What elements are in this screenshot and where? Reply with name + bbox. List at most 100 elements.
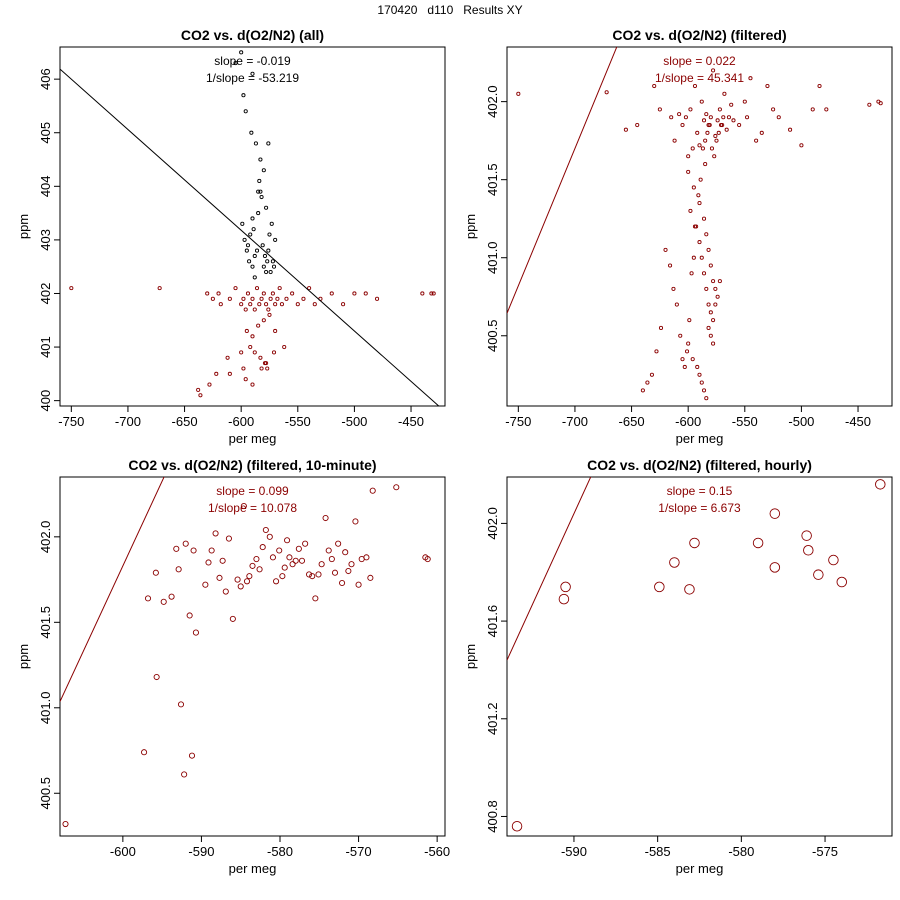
data-point-filtered: [704, 112, 709, 117]
data-point-10-minute: [292, 557, 299, 564]
data-point-all: [256, 189, 261, 194]
x-tick-label: -600: [675, 414, 701, 429]
data-point-filtered: [271, 350, 277, 355]
y-axis-label: ppm: [463, 644, 478, 669]
data-point-filtered: [704, 232, 709, 237]
data-point-10-minute: [345, 567, 352, 575]
data-point-all: [240, 221, 245, 226]
y-tick-label: 402: [38, 283, 53, 305]
plot-frame: [59, 476, 446, 837]
data-point-filtered: [708, 310, 713, 315]
data-point-10-minute: [284, 537, 291, 544]
data-point-filtered: [703, 138, 708, 143]
data-point-10-minute: [352, 518, 359, 525]
data-point-10-minute: [62, 820, 69, 828]
data-point-filtered: [708, 333, 713, 338]
data-point-10-minute: [369, 487, 376, 494]
data-point-all: [261, 168, 266, 173]
data-point-10-minute: [168, 593, 175, 600]
data-point-10-minute: [246, 573, 253, 580]
data-point-filtered: [273, 302, 278, 307]
data-point-filtered: [261, 291, 266, 296]
x-tick-label: -550: [285, 414, 311, 429]
data-point-all: [260, 243, 265, 248]
data-point-all: [271, 264, 277, 269]
data-point-filtered: [671, 286, 676, 291]
data-point-filtered: [745, 115, 750, 120]
data-point-filtered: [715, 294, 720, 299]
data-point-filtered: [341, 302, 346, 307]
data-point-filtered: [243, 377, 248, 382]
data-point-all: [273, 237, 278, 242]
data-point-filtered: [290, 291, 295, 296]
data-point-10-minute: [295, 545, 302, 552]
slope-annotation: 1/slope = 45.341: [655, 71, 744, 85]
data-point-all: [261, 264, 266, 269]
chart-title: CO2 vs. d(O2/N2) (filtered, 10-minute): [128, 457, 376, 473]
data-point-filtered: [705, 130, 710, 135]
data-point-10-minute: [243, 578, 251, 585]
x-tick-label: -590: [561, 844, 587, 859]
data-point-10-minute: [181, 771, 188, 778]
data-point-10-minute: [141, 749, 148, 756]
data-point-filtered: [623, 127, 628, 132]
data-point-filtered: [697, 143, 702, 148]
data-point-filtered: [227, 296, 232, 301]
data-point-10-minute: [190, 547, 197, 554]
slope-annotation: slope = -0.019: [214, 54, 291, 68]
x-axis-label: per meg: [229, 861, 277, 876]
x-tick-label: -750: [58, 414, 84, 429]
data-point-10-minute: [318, 561, 325, 568]
data-point-10-minute: [312, 595, 319, 602]
data-points: [516, 68, 883, 401]
chart-panel-3: CO2 vs. d(O2/N2) (filtered, 10-minute) -6…: [16, 457, 450, 876]
x-tick-label: -580: [728, 844, 754, 859]
data-point-all: [265, 259, 270, 264]
x-tick-label: -500: [788, 414, 814, 429]
x-tick-label: -580: [267, 844, 293, 859]
y-tick-label: 402.0: [485, 85, 500, 118]
plot-frame: [506, 46, 893, 407]
data-point-filtered: [686, 169, 691, 174]
data-point-hourly: [813, 569, 824, 580]
x-tick-label: -700: [562, 414, 588, 429]
y-tick-label: 401.0: [38, 692, 53, 725]
data-point-filtered: [706, 247, 711, 252]
x-tick-label: -575: [812, 844, 838, 859]
data-point-10-minute: [216, 574, 223, 581]
data-point-filtered: [668, 263, 673, 268]
data-point-filtered: [696, 193, 701, 198]
data-point-10-minute: [262, 526, 269, 534]
data-point-filtered: [748, 76, 753, 81]
data-point-filtered: [729, 102, 734, 107]
data-point-filtered: [686, 341, 691, 346]
data-point-filtered: [241, 366, 246, 371]
plot-frame: [506, 476, 893, 837]
data-point-hourly: [558, 593, 570, 605]
data-point-10-minute: [205, 559, 212, 566]
data-point-all: [256, 211, 261, 216]
data-point-all: [252, 275, 257, 280]
data-point-10-minute: [331, 569, 339, 576]
y-tick-label: 403: [38, 229, 53, 251]
data-point-filtered: [698, 177, 703, 182]
data-point-filtered: [157, 286, 162, 291]
data-point-filtered: [697, 372, 702, 377]
data-point-filtered: [799, 143, 804, 148]
y-tick-label: 402.0: [38, 521, 53, 554]
data-point-filtered: [252, 307, 257, 312]
data-point-filtered: [205, 291, 210, 296]
x-tick-label: -650: [172, 414, 198, 429]
data-point-filtered: [250, 296, 255, 301]
data-point-all: [267, 232, 272, 237]
data-point-filtered: [261, 318, 266, 323]
data-point-filtered: [788, 127, 793, 132]
data-point-filtered: [718, 122, 724, 128]
y-tick-label: 401.6: [485, 605, 500, 638]
data-point-10-minute: [208, 547, 215, 554]
data-point-10-minute: [177, 701, 185, 708]
data-point-all: [264, 269, 269, 275]
x-tick-label: -590: [188, 844, 214, 859]
data-point-10-minute: [229, 615, 236, 622]
